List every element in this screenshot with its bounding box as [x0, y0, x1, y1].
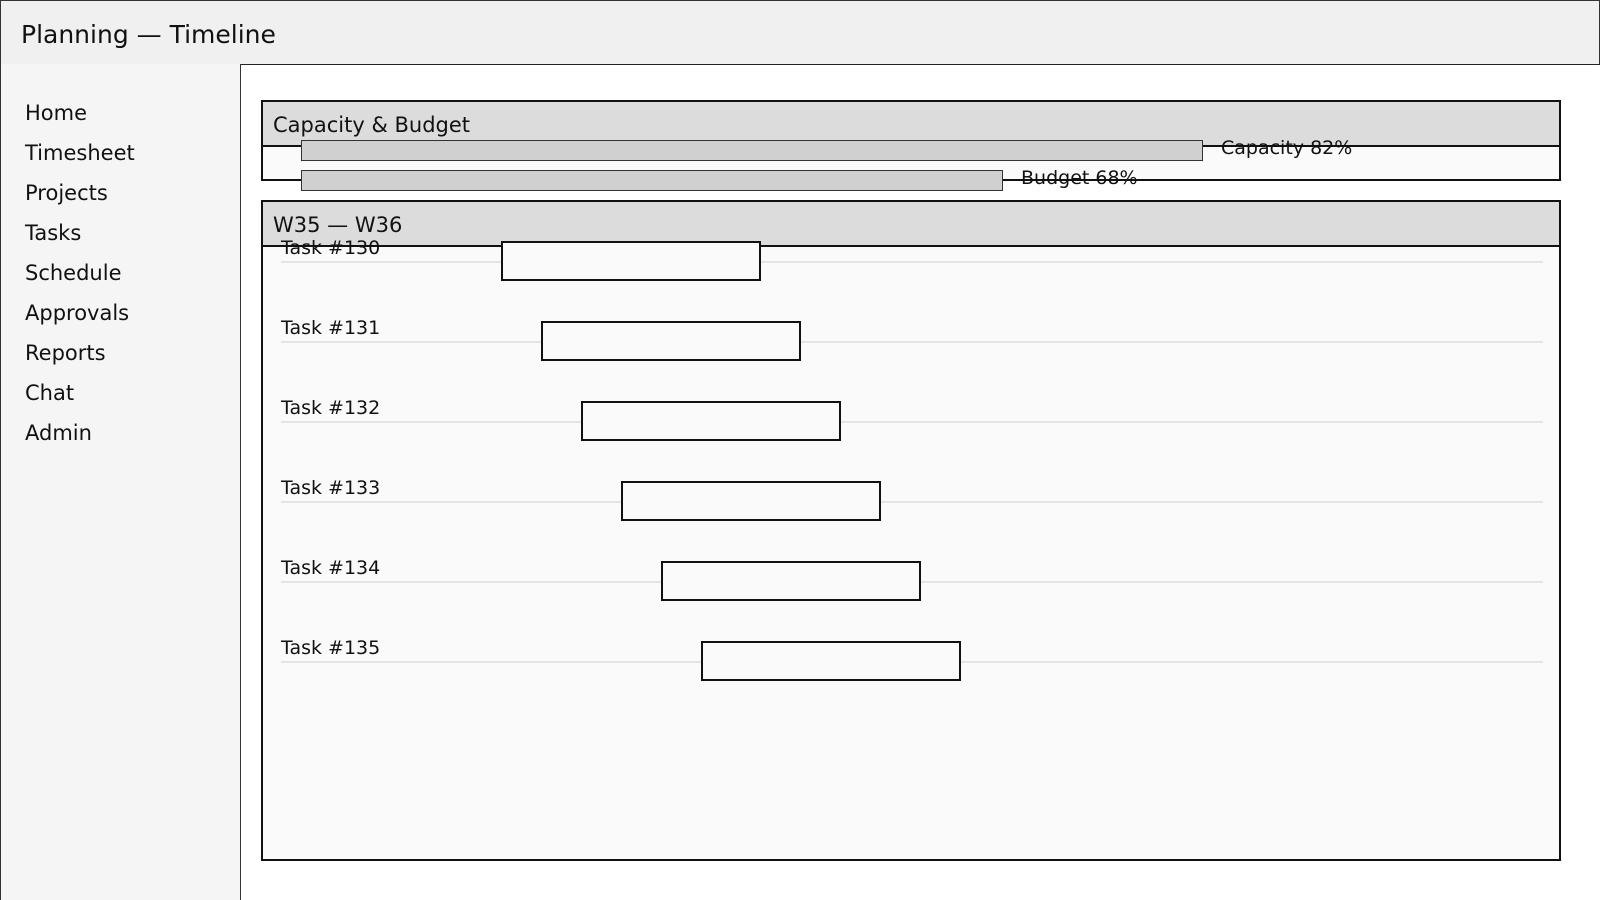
sidebar-item-admin[interactable]: Admin — [25, 421, 92, 445]
timeline-panel: W35 — W36 Task #130 Task #131 Task #132 … — [261, 200, 1561, 861]
task-label: Task #131 — [281, 317, 381, 339]
task-bar[interactable] — [661, 561, 921, 601]
sidebar-item-approvals[interactable]: Approvals — [25, 301, 130, 325]
capacity-meter — [301, 140, 1203, 161]
budget-meter — [301, 170, 1003, 191]
task-label: Task #134 — [281, 557, 381, 579]
sidebar-item-reports[interactable]: Reports — [25, 341, 106, 365]
task-label: Task #133 — [281, 477, 381, 499]
task-bar[interactable] — [581, 401, 841, 441]
task-row-line — [281, 501, 1543, 503]
task-label: Task #135 — [281, 637, 381, 659]
task-row-line — [281, 341, 1543, 343]
task-label: Task #130 — [281, 237, 381, 259]
task-bar[interactable] — [541, 321, 801, 361]
task-label: Task #132 — [281, 397, 381, 419]
window-title: Planning — Timeline — [21, 20, 276, 49]
capacity-panel-title: Capacity & Budget — [273, 113, 471, 137]
title-bar: Planning — Timeline — [0, 0, 1600, 65]
sidebar-item-schedule[interactable]: Schedule — [25, 261, 122, 285]
sidebar-item-projects[interactable]: Projects — [25, 181, 108, 205]
budget-meter-label: Budget 68% — [1021, 167, 1138, 189]
timeline-range-title: W35 — W36 — [273, 213, 403, 237]
task-row-line — [281, 261, 1543, 263]
capacity-meter-fill — [302, 141, 1202, 160]
sidebar-item-timesheet[interactable]: Timesheet — [25, 141, 135, 165]
sidebar-item-chat[interactable]: Chat — [25, 381, 75, 405]
task-bar[interactable] — [701, 641, 961, 681]
task-bar[interactable] — [621, 481, 881, 521]
timeline-panel-header: W35 — W36 — [263, 202, 1559, 247]
capacity-budget-panel: Capacity & Budget Capacity 82% Budget 68… — [261, 100, 1561, 191]
sidebar-item-home[interactable]: Home — [25, 101, 88, 125]
sidebar: Home Timesheet Projects Tasks Schedule A… — [0, 64, 241, 900]
budget-meter-fill — [302, 171, 1002, 190]
capacity-meter-label: Capacity 82% — [1221, 137, 1353, 159]
task-row-line — [281, 421, 1543, 423]
task-bar[interactable] — [501, 241, 761, 281]
sidebar-item-tasks[interactable]: Tasks — [25, 221, 82, 245]
